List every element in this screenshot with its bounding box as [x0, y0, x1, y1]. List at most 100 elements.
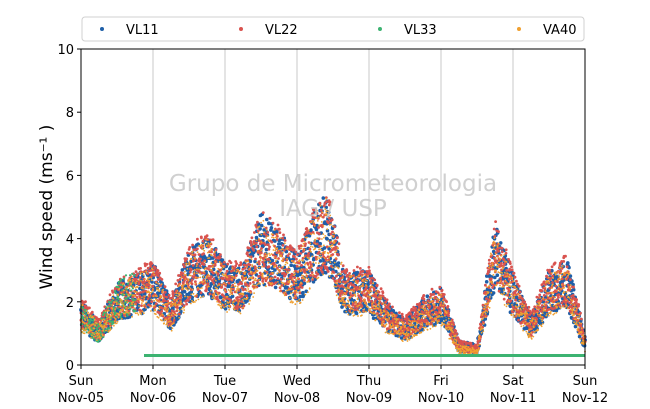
point-VA40 — [202, 295, 205, 298]
point-VA40 — [231, 278, 234, 281]
point-VA40 — [177, 295, 179, 298]
point-VA40 — [223, 282, 225, 285]
point-VL22 — [398, 318, 402, 322]
point-VL11 — [566, 261, 570, 265]
point-VA40 — [196, 272, 198, 275]
point-VL22 — [111, 291, 115, 294]
point-VL22 — [212, 277, 216, 281]
point-VA40 — [124, 300, 127, 302]
point-VL22 — [559, 269, 563, 273]
point-VA40 — [94, 324, 97, 327]
point-VL22 — [189, 268, 193, 271]
point-VL22 — [326, 270, 330, 273]
point-VA40 — [223, 306, 225, 309]
point-VL22 — [374, 299, 377, 302]
point-VA40 — [119, 311, 121, 313]
point-VA40 — [130, 284, 132, 286]
point-VA40 — [115, 322, 118, 325]
point-VL22 — [255, 245, 259, 249]
point-VL22 — [497, 230, 500, 234]
point-VL11 — [314, 227, 319, 232]
point-VL11 — [371, 316, 376, 321]
point-VL22 — [225, 269, 229, 273]
point-VL22 — [267, 265, 271, 268]
point-VL22 — [168, 296, 172, 300]
point-VA40 — [155, 299, 158, 302]
point-VL11 — [336, 261, 341, 265]
point-VA40 — [131, 279, 134, 281]
point-VL22 — [356, 279, 360, 283]
point-VL22 — [188, 246, 192, 249]
point-VA40 — [238, 272, 241, 275]
point-VA40 — [255, 286, 257, 289]
point-VL11 — [182, 289, 187, 294]
point-VA40 — [189, 282, 192, 284]
point-VA40 — [209, 269, 212, 272]
point-VA40 — [243, 278, 245, 281]
point-VA40 — [191, 288, 194, 291]
point-VA40 — [262, 276, 264, 278]
point-VA40 — [242, 301, 245, 304]
point-VA40 — [168, 312, 171, 315]
point-VL22 — [569, 278, 572, 282]
point-VL22 — [172, 318, 176, 322]
point-VL11 — [354, 311, 359, 316]
point-VA40 — [81, 304, 84, 307]
point-VA40 — [208, 285, 210, 288]
point-VA40 — [120, 292, 123, 295]
point-VA40 — [155, 281, 158, 284]
point-VL22 — [176, 306, 179, 310]
point-VL22 — [309, 274, 313, 277]
point-VL22 — [177, 274, 180, 277]
point-VA40 — [108, 313, 111, 316]
point-VA40 — [231, 293, 234, 296]
point-VL22 — [248, 272, 251, 276]
point-VL22 — [556, 280, 559, 284]
point-VL22 — [332, 271, 336, 274]
point-VL22 — [204, 289, 208, 293]
point-VL22 — [348, 272, 351, 275]
point-VL22 — [146, 266, 150, 270]
point-VL22 — [135, 295, 139, 299]
point-VA40 — [227, 302, 230, 304]
point-VA40 — [107, 306, 109, 309]
point-VA40 — [86, 324, 89, 327]
point-VL22 — [149, 264, 153, 268]
point-VL22 — [221, 276, 225, 280]
point-VL22 — [542, 294, 546, 297]
point-VL22 — [222, 294, 226, 298]
point-VA40 — [92, 323, 95, 325]
point-VL33 — [111, 320, 114, 323]
point-VA40 — [238, 287, 240, 290]
point-VA40 — [246, 266, 249, 268]
point-VL33 — [128, 301, 131, 305]
point-VA40 — [102, 334, 104, 337]
point-VL22 — [321, 270, 324, 274]
point-VA40 — [126, 301, 129, 304]
point-VA40 — [193, 268, 196, 271]
point-VL11 — [262, 228, 266, 232]
point-VL22 — [469, 341, 473, 345]
point-VL22 — [137, 300, 140, 304]
point-VA40 — [240, 270, 243, 273]
point-VA40 — [244, 281, 247, 284]
point-VA40 — [187, 279, 190, 282]
point-VA40 — [256, 261, 258, 264]
point-VA40 — [206, 280, 209, 282]
point-VA40 — [175, 313, 178, 316]
point-VA40 — [214, 250, 216, 253]
point-VA40 — [123, 305, 126, 307]
point-VA40 — [247, 260, 250, 263]
point-VL11 — [253, 259, 257, 264]
point-VL22 — [214, 248, 218, 252]
point-VL22 — [193, 253, 197, 257]
point-VL22 — [209, 277, 212, 281]
point-VL22 — [182, 263, 185, 266]
point-VL11 — [318, 259, 323, 263]
point-VA40 — [113, 320, 116, 323]
point-VL22 — [248, 263, 252, 267]
point-VA40 — [260, 221, 262, 224]
point-VL22 — [256, 229, 260, 233]
point-VA40 — [248, 277, 250, 280]
